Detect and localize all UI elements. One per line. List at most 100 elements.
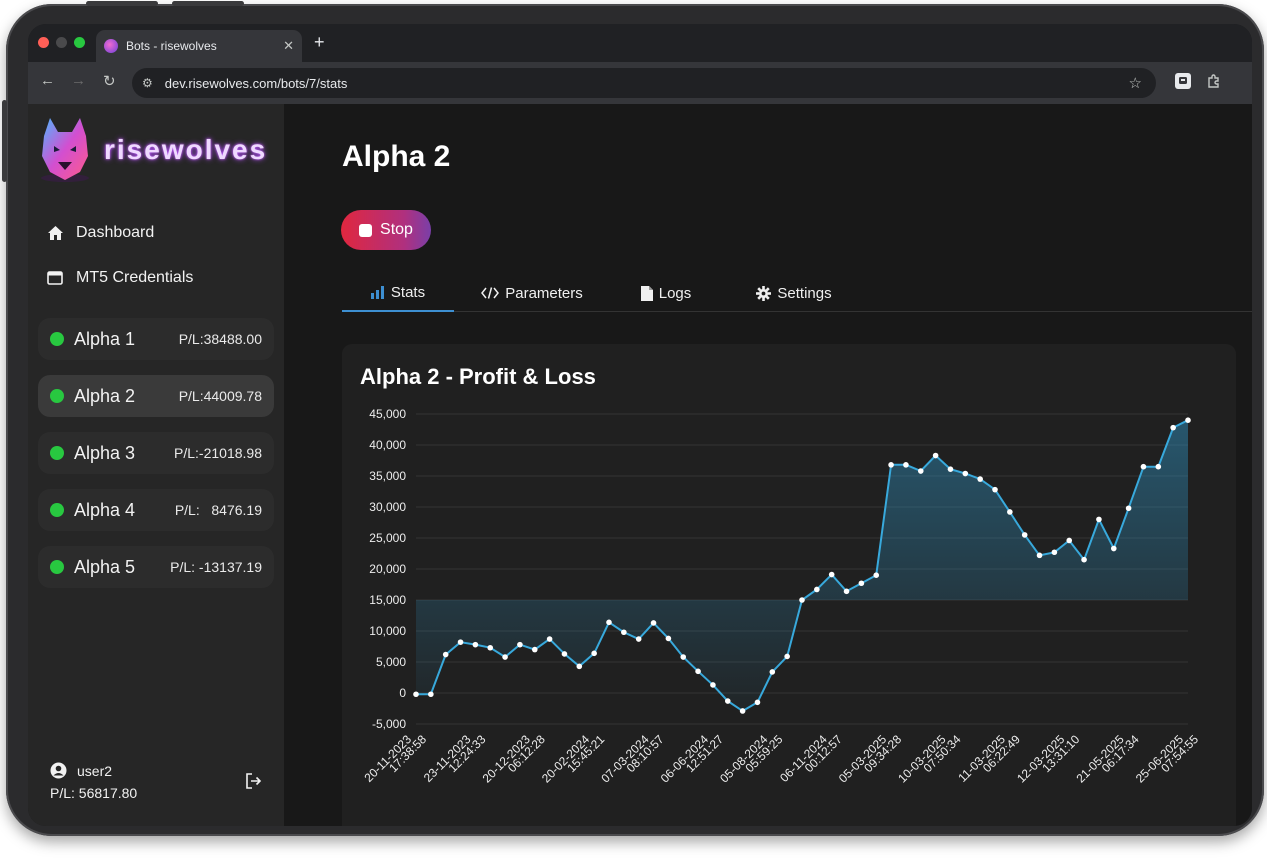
data-point[interactable] [814,586,820,593]
data-point[interactable] [546,636,553,642]
data-point[interactable] [828,571,835,578]
data-point[interactable] [992,486,998,493]
data-point[interactable] [413,691,419,698]
data-point[interactable] [1110,545,1117,552]
chart-title: Alpha 2 - Profit & Loss [360,364,596,389]
window-controls [38,37,85,48]
browser-tab[interactable]: Bots - risewolves ✕ [96,30,302,62]
data-point[interactable] [1170,424,1176,431]
bot-item-alpha-2[interactable]: Alpha 2 P/L:44009.78 [38,375,274,417]
maximize-window-button[interactable] [74,37,85,48]
data-point[interactable] [1021,532,1028,538]
data-point[interactable] [1155,463,1162,470]
data-point[interactable] [903,462,909,468]
data-point[interactable] [888,462,894,468]
new-tab-icon[interactable]: + [314,32,325,52]
tab-logs[interactable]: Logs [630,274,702,312]
bot-pl: P/L:-21018.98 [174,445,262,461]
data-point[interactable] [977,476,983,482]
data-point[interactable] [858,580,865,587]
page-title: Alpha 2 [342,140,451,173]
bot-item-alpha-1[interactable]: Alpha 1 P/L:38488.00 [38,318,274,360]
data-point[interactable] [650,620,657,626]
data-point[interactable] [576,663,583,670]
bot-item-alpha-4[interactable]: Alpha 4 P/L: 8476.19 [38,489,274,531]
data-point[interactable] [442,651,449,658]
back-arrow-icon[interactable]: ← [40,72,55,89]
close-tab-icon[interactable]: ✕ [283,38,294,53]
data-point[interactable] [1081,556,1087,563]
data-point[interactable] [680,654,687,660]
bot-pl: P/L: -13137.19 [170,559,262,575]
data-point[interactable] [724,698,731,704]
data-point[interactable] [531,646,538,653]
data-point[interactable] [932,452,939,459]
data-point[interactable] [947,466,954,472]
data-point[interactable] [1185,417,1191,423]
data-point[interactable] [1140,463,1147,470]
data-point[interactable] [710,682,716,688]
data-point[interactable] [517,641,523,648]
data-point[interactable] [1066,537,1073,544]
data-point[interactable] [502,654,508,660]
data-point[interactable] [799,597,805,603]
data-point[interactable] [1007,509,1013,515]
data-point[interactable] [873,572,880,578]
bookmark-star-icon[interactable]: ☆ [1128,75,1142,92]
data-point[interactable] [472,641,479,648]
tab-settings[interactable]: Settings [746,274,842,312]
y-tick-label: 20,000 [369,562,406,576]
logout-icon[interactable] [244,772,262,795]
nav-mt5-credentials[interactable]: MT5 Credentials [46,269,193,287]
data-point[interactable] [561,651,568,657]
data-point[interactable] [1096,516,1102,523]
data-point[interactable] [1036,552,1043,559]
data-point[interactable] [665,635,672,642]
y-tick-label: 5,000 [376,655,406,669]
minimize-window-button[interactable] [56,37,67,48]
data-point[interactable] [1051,549,1058,556]
data-point[interactable] [487,644,494,651]
extensions-puzzle-icon[interactable] [1206,73,1222,89]
hardware-button [172,1,244,6]
browser-toolbar: ← → ↻ ⚙ dev.risewolves.com/bots/7/stats … [28,62,1252,104]
y-tick-label: 15,000 [369,593,406,607]
site-settings-icon[interactable]: ⚙ [142,76,153,90]
data-point[interactable] [784,653,790,660]
data-point[interactable] [769,669,776,675]
stop-button[interactable]: Stop [341,210,431,250]
tab-label: Settings [777,284,832,302]
data-point[interactable] [635,636,642,642]
bot-item-alpha-3[interactable]: Alpha 3 P/L:-21018.98 [38,432,274,474]
bot-name: Alpha 4 [74,499,136,520]
brand-name: risewolves [104,134,268,165]
data-point[interactable] [606,619,612,626]
data-point[interactable] [457,639,464,645]
data-point[interactable] [591,650,597,657]
forward-arrow-icon[interactable]: → [71,72,86,89]
data-point[interactable] [754,699,761,706]
tab-parameters[interactable]: Parameters [470,274,594,312]
reload-icon[interactable]: ↻ [103,73,116,90]
brand[interactable]: risewolves [36,116,267,184]
bot-tabs: Stats Parameters Logs [342,274,1252,312]
nav-dashboard[interactable]: Dashboard [46,224,154,242]
tab-stats[interactable]: Stats [342,274,454,312]
data-point[interactable] [621,629,627,636]
data-point[interactable] [1125,505,1132,512]
data-point[interactable] [843,588,850,595]
data-point[interactable] [962,470,969,477]
data-point[interactable] [695,668,701,675]
close-window-button[interactable] [38,37,49,48]
address-bar[interactable]: ⚙ dev.risewolves.com/bots/7/stats ☆ [132,68,1156,98]
data-point[interactable] [428,691,434,698]
stop-icon [359,223,373,237]
bot-item-alpha-5[interactable]: Alpha 5 P/L: -13137.19 [38,546,274,588]
data-point[interactable] [917,468,924,474]
data-point[interactable] [739,708,746,714]
extension-icon[interactable] [1175,73,1191,89]
